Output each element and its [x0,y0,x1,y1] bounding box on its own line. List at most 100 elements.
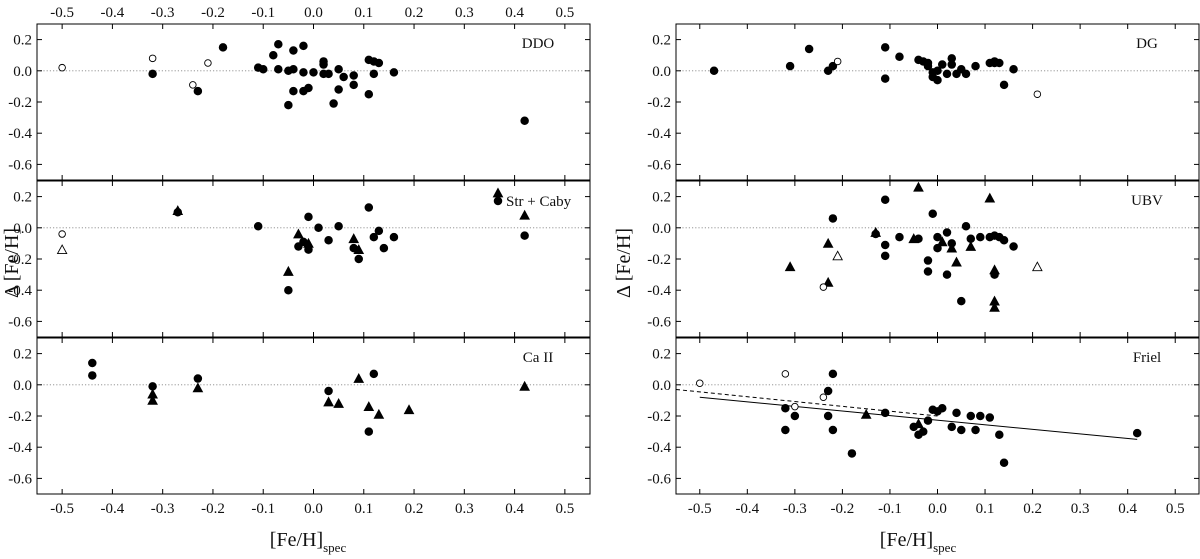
filled-circle-point [329,99,338,108]
filled-circle-point [976,411,985,421]
filled-circle-point [88,358,97,368]
panel-label: DG [1136,36,1158,52]
series-open-circle [696,370,828,411]
open-circle-point [58,63,66,72]
open-circle-point [189,81,197,89]
filled-circle-point [369,369,379,379]
filled-triangle-point [984,192,996,203]
y-tick-label: -0.2 [8,95,32,111]
filled-circle-point [1009,64,1018,74]
y-axis-title-left: Δ [Fe/H] [1,228,23,298]
y-tick-label: 0.2 [13,347,32,363]
open-circle-point [819,393,828,402]
y-tick-label: -0.2 [8,252,32,268]
filled-circle-point [1132,428,1142,438]
series-open-circle [819,283,828,291]
x-tick-label-bottom: -0.2 [831,501,855,517]
filled-circle-point [828,369,838,379]
panel-label: UBV [1131,193,1163,209]
filled-circle-point [349,71,358,80]
y-tick-label: 0.0 [13,64,32,80]
series-filled-circle [173,203,529,295]
filled-triangle-point [870,226,882,237]
filled-circle-point [933,75,942,85]
filled-circle-point [193,374,203,383]
y-tick-label: -0.6 [647,471,671,487]
filled-circle-point [895,232,904,242]
y-tick-label: 0.2 [652,347,671,363]
filled-triangle-point [348,233,360,244]
filled-triangle-point [822,237,834,248]
open-circle-point [833,57,842,66]
y-tick-label: -0.6 [647,314,671,330]
filled-triangle-point [936,236,948,247]
panel-label: Friel [1133,350,1161,366]
series-filled-triangle [784,181,1000,312]
filled-circle-point [289,46,298,55]
filled-triangle-point [951,256,962,267]
filled-circle-point [304,212,313,222]
panel-str-caby: -0.6 -0.4 -0.2 0.0 0.2 Str + Caby [8,180,591,338]
series-open-triangle [56,244,68,255]
open-circle-point [781,370,790,378]
filled-circle-point [961,221,971,231]
x-axis-title-subscript: spec [323,540,346,555]
open-circle-point [148,54,157,63]
filled-circle-point [942,270,952,279]
open-circle-point [58,230,66,238]
filled-circle-point [253,221,263,231]
filled-circle-point [274,40,283,49]
filled-triangle-point [192,382,204,393]
y-tick-label: -0.4 [8,283,32,299]
legend-triangle-icon [492,187,504,198]
filled-circle-point [284,285,293,295]
filled-circle-point [995,430,1004,439]
filled-circle-point [971,61,980,71]
series-filled-circle [781,369,1142,468]
y-tick-label: 0.0 [13,221,32,237]
filled-circle-point [999,236,1009,245]
filled-circle-point [976,232,985,242]
x-tick-label-top: -0.1 [251,5,275,21]
panel-caii: -0.6 -0.4 -0.2 0.0 0.2 Ca II [8,337,591,495]
series-open-triangle [832,250,1043,272]
series-open-circle [58,54,212,89]
filled-circle-point [923,267,933,276]
open-circle-point [204,59,212,67]
panel-label: Ca II [523,350,553,366]
x-tick-label-top: -0.5 [50,5,74,21]
filled-circle-point [999,80,1009,90]
y-tick-label: 0.2 [13,33,32,49]
x-axis-left: -0.5 -0.5 -0.4 -0.4 -0.3 -0.3 -0.2 -0.2 -0.1 -0.1… [50,5,574,517]
x-tick-label-top: 0.0 [304,5,323,21]
filled-circle-point [942,69,952,79]
filled-triangle-point [353,373,365,383]
y-tick-label: 0.2 [652,33,671,49]
panel-dg: -0.6 -0.4 -0.2 0.0 0.2 DG [647,23,1200,181]
filled-circle-point [339,72,348,82]
panel-label: DDO [522,36,555,52]
filled-circle-point [374,226,384,236]
filled-circle-point [957,425,966,435]
panel-legend: Str + Caby [492,187,572,210]
series-filled-circle [148,40,529,125]
panel-ddo: -0.6 -0.4 -0.2 0.0 0.2 DDO [8,23,591,181]
open-circle-point [819,283,828,291]
filled-circle-point [923,61,933,71]
filled-circle-point [957,296,966,306]
x-axis-title-left: [Fe/H]spec [270,529,347,555]
filled-circle-point [324,386,333,396]
y-tick-label: -0.4 [647,440,671,456]
filled-circle-point [334,64,343,74]
filled-circle-point [520,231,529,240]
y-tick-label: -0.4 [647,126,671,142]
open-triangle-point [1031,261,1043,272]
panel-friel: -0.6 -0.4 -0.2 0.0 0.2 Friel [647,337,1200,495]
filled-circle-point [334,85,343,94]
filled-triangle-point [946,242,958,253]
y-tick-label: -0.4 [647,283,671,299]
filled-circle-point [334,221,343,231]
y-tick-label: -0.6 [8,471,32,487]
filled-circle-point [258,64,268,74]
